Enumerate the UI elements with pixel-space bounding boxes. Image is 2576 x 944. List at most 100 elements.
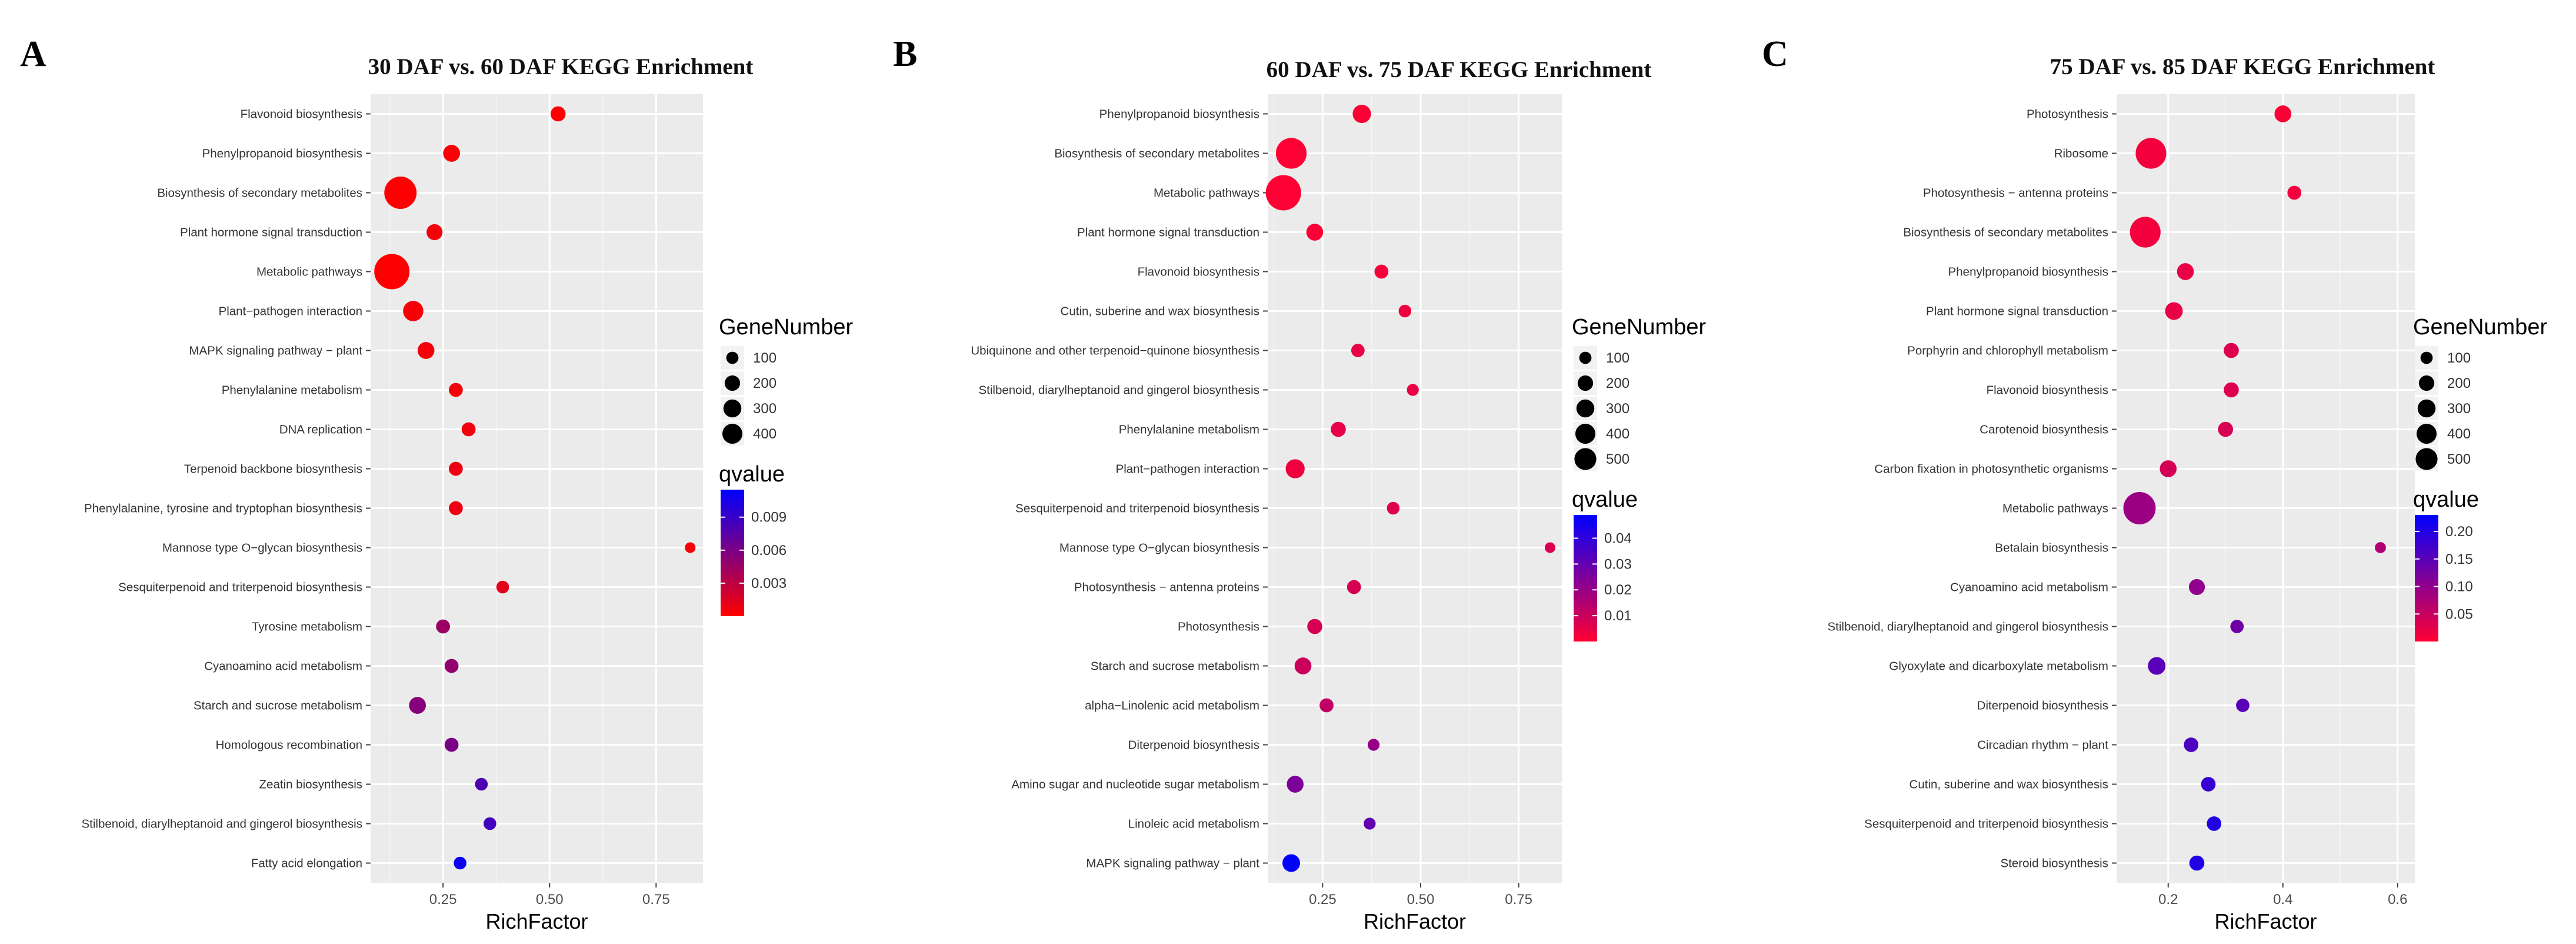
size-legend-label: 200 xyxy=(1606,375,1629,391)
panel-letter: A xyxy=(20,34,46,74)
panel-c: C 75 DAF vs. 85 DAF KEGG Enrichment Photos… xyxy=(1762,34,2547,933)
data-point xyxy=(448,501,463,516)
category-label: Biosynthesis of secondary metabolites xyxy=(1903,226,2108,240)
data-point xyxy=(1275,138,1307,169)
category-label: Betalain biosynthesis xyxy=(1995,541,2108,555)
category-label: Biosynthesis of secondary metabolites xyxy=(1054,147,1259,161)
data-point xyxy=(2218,421,2234,437)
category-label: Phenylpropanoid biosynthesis xyxy=(1099,108,1259,121)
data-point xyxy=(1407,384,1419,396)
data-point xyxy=(1294,657,1312,674)
category-label: Cyanoamino acid metabolism xyxy=(204,660,362,673)
data-point xyxy=(1374,264,1389,279)
panel-b: B 60 DAF vs. 75 DAF KEGG Enrichment Phenyl… xyxy=(893,34,1706,933)
category-label: Photosynthesis xyxy=(2027,108,2108,121)
data-point xyxy=(2375,542,2386,553)
category-label: Stilbenoid, diarylheptanoid and gingerol… xyxy=(81,817,362,831)
x-tick-label: 0.75 xyxy=(642,892,670,908)
category-label: Glyoxylate and dicarboxylate metabolism xyxy=(1889,660,2108,673)
data-point xyxy=(496,580,509,594)
category-label: Phenylalanine metabolism xyxy=(222,384,362,397)
category-label: DNA replication xyxy=(279,423,362,437)
category-label: Metabolic pathways xyxy=(2002,502,2108,516)
data-point xyxy=(2224,382,2239,398)
category-label: Phenylalanine metabolism xyxy=(1119,423,1259,437)
plot-area xyxy=(371,94,703,883)
size-legend-label: 200 xyxy=(753,375,777,391)
data-point xyxy=(2274,105,2292,122)
category-label: alpha−Linolenic acid metabolism xyxy=(1085,699,1259,713)
size-legend-key xyxy=(2420,351,2433,364)
category-label: Sesquiterpenoid and triterpenoid biosynt… xyxy=(118,581,362,594)
data-point xyxy=(1306,224,1324,241)
category-label: Photosynthesis − antenna proteins xyxy=(1074,581,1259,594)
color-legend-label: 0.01 xyxy=(1604,608,1632,624)
x-tick-label: 0.75 xyxy=(1505,892,1532,908)
category-label: Ubiquinone and other terpenoid−quinone b… xyxy=(971,344,1259,358)
size-legend-label: 500 xyxy=(2447,451,2471,467)
size-legend-label: 400 xyxy=(2447,426,2471,442)
category-label: Steroid biosynthesis xyxy=(2001,857,2108,870)
panel-title: 60 DAF vs. 75 DAF KEGG Enrichment xyxy=(1267,57,1652,82)
category-label: Biosynthesis of secondary metabolites xyxy=(157,187,362,200)
size-legend-key xyxy=(723,399,742,418)
x-axis-title: RichFactor xyxy=(485,909,588,933)
size-legend-key xyxy=(1577,375,1594,391)
category-label: Carotenoid biosynthesis xyxy=(1980,423,2108,437)
color-legend-label: 0.006 xyxy=(751,543,787,559)
category-label: Stilbenoid, diarylheptanoid and gingerol… xyxy=(1827,620,2108,634)
size-legend-label: 400 xyxy=(1606,426,1629,442)
data-point xyxy=(384,177,417,209)
color-legend-bar xyxy=(2415,515,2438,641)
category-label: Terpenoid backbone biosynthesis xyxy=(184,463,362,476)
category-label: Sesquiterpenoid and triterpenoid biosynt… xyxy=(1864,817,2108,831)
data-point xyxy=(444,659,459,673)
size-legend-key xyxy=(1579,351,1592,364)
category-label: Diterpenoid biosynthesis xyxy=(1128,739,1259,752)
data-point xyxy=(1387,501,1400,515)
color-legend-label: 0.009 xyxy=(751,510,787,526)
category-label: Starch and sucrose metabolism xyxy=(1091,660,1259,673)
data-point xyxy=(2177,263,2194,280)
data-point xyxy=(448,383,463,397)
category-label: Mannose type O−glycan biosynthesis xyxy=(162,541,362,555)
category-label: Homologous recombination xyxy=(215,739,362,752)
data-point xyxy=(1364,817,1376,830)
color-legend-label: 0.15 xyxy=(2445,551,2473,567)
color-legend-label: 0.20 xyxy=(2445,524,2473,540)
x-tick-label: 0.25 xyxy=(1309,892,1337,908)
data-point xyxy=(2123,492,2156,524)
color-legend-label: 0.03 xyxy=(1604,556,1632,572)
data-point xyxy=(475,777,488,791)
panel-a: A 30 DAF vs. 60 DAF KEGG Enrichment Flavon… xyxy=(20,34,853,933)
category-label: Cyanoamino acid metabolism xyxy=(1950,581,2108,594)
category-label: Amino sugar and nucleotide sugar metabol… xyxy=(1011,778,1259,792)
data-point xyxy=(461,422,476,437)
category-label: Carbon fixation in photosynthetic organi… xyxy=(1874,463,2108,476)
size-legend-label: 100 xyxy=(2447,350,2471,366)
data-point xyxy=(2201,777,2216,792)
data-point xyxy=(2130,217,2161,248)
category-label: Cutin, suberine and wax biosynthesis xyxy=(1909,778,2108,792)
color-legend-label: 0.10 xyxy=(2445,579,2473,595)
color-legend-title: qvalue xyxy=(719,462,785,487)
category-label: Flavonoid biosynthesis xyxy=(241,108,362,121)
size-legend-key xyxy=(2417,399,2436,418)
category-label: Phenylpropanoid biosynthesis xyxy=(202,147,362,161)
color-legend-title: qvalue xyxy=(1572,487,1638,512)
data-point xyxy=(2135,138,2167,169)
data-point xyxy=(454,856,466,870)
data-point xyxy=(1347,580,1361,594)
color-legend-label: 0.02 xyxy=(1604,582,1632,598)
panel-letter: C xyxy=(1762,34,1788,74)
category-label: Photosynthesis xyxy=(1178,620,1259,634)
plot-area xyxy=(2117,94,2415,883)
category-label: Metabolic pathways xyxy=(1154,187,1259,200)
data-point xyxy=(1367,739,1380,751)
category-label: Plant−pathogen interaction xyxy=(1116,463,1259,476)
data-point xyxy=(409,697,426,714)
category-label: Flavonoid biosynthesis xyxy=(1138,265,1259,279)
data-point xyxy=(1398,304,1412,318)
size-legend-label: 300 xyxy=(2447,401,2471,417)
